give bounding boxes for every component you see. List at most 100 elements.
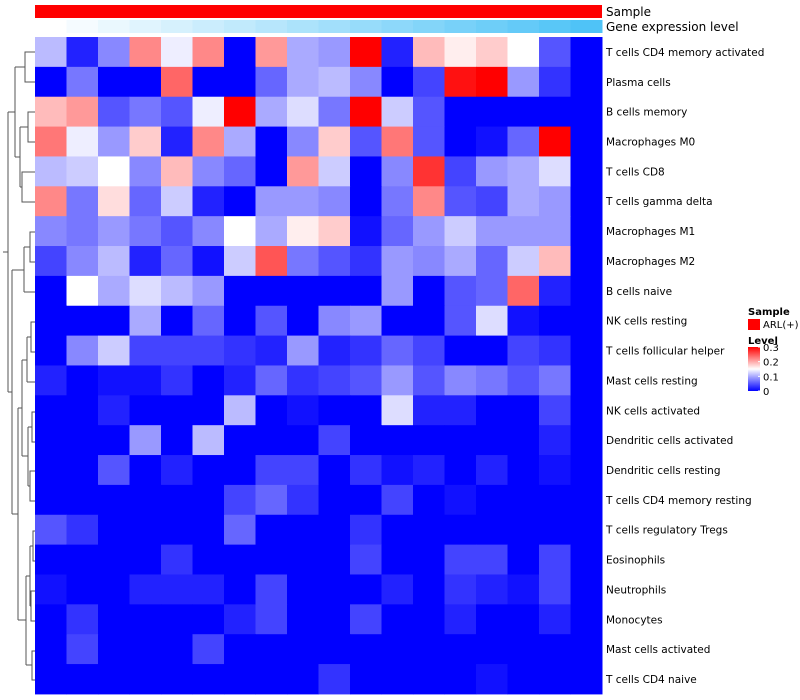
heatmap-cell xyxy=(570,275,603,307)
annotation-bars: Sample Gene expression level xyxy=(35,5,739,34)
heatmap-cell xyxy=(413,37,445,68)
heatmap-cell xyxy=(570,425,603,456)
legend-tick-label: 0 xyxy=(763,387,769,398)
expression-annotation-cell xyxy=(192,20,225,33)
heatmap-cell xyxy=(507,514,540,546)
heatmap-cell xyxy=(129,514,162,546)
heatmap-cell xyxy=(350,455,382,486)
heatmap-cell xyxy=(129,186,162,217)
heatmap-cell xyxy=(476,425,508,456)
heatmap-cell xyxy=(129,425,162,456)
heatmap-cell xyxy=(35,37,67,68)
heatmap-cell xyxy=(161,335,193,366)
heatmap-cell xyxy=(539,634,571,665)
heatmap-cell xyxy=(129,335,162,366)
heatmap-cell xyxy=(98,335,130,366)
heatmap-cell xyxy=(161,365,193,396)
heatmap-cell xyxy=(507,634,540,665)
heatmap-cell xyxy=(287,275,319,307)
heatmap-cell xyxy=(66,246,99,277)
heatmap-cell xyxy=(255,574,288,605)
heatmap-cell xyxy=(161,275,193,307)
heatmap-cell xyxy=(192,305,225,337)
heatmap-cell xyxy=(570,574,603,605)
heatmap-cell xyxy=(35,514,67,546)
heatmap-cell xyxy=(224,66,256,98)
heatmap-cell xyxy=(350,514,382,546)
expression-annotation-cell xyxy=(66,20,99,33)
heatmap-cell xyxy=(98,365,130,396)
heatmap-cell xyxy=(350,395,382,426)
heatmap-cell xyxy=(507,365,540,396)
heatmap-cell xyxy=(570,484,603,516)
heatmap-cell xyxy=(287,96,319,128)
heatmap-cell xyxy=(413,455,445,486)
heatmap-cell xyxy=(507,455,540,486)
heatmap-cell xyxy=(224,514,256,546)
row-label: Macrophages M1 xyxy=(606,226,695,238)
heatmap-cell xyxy=(539,275,571,307)
heatmap-cell xyxy=(224,395,256,426)
row-label: T cells CD8 xyxy=(605,166,665,178)
heatmap-cell xyxy=(539,335,571,366)
heatmap-cell xyxy=(318,544,351,575)
heatmap-cell xyxy=(287,365,319,396)
heatmap-cell xyxy=(192,514,225,546)
heatmap-cell xyxy=(161,604,193,635)
heatmap-cell xyxy=(350,96,382,128)
legend-tick-label: 0.3 xyxy=(763,343,779,354)
legend-sample-swatch xyxy=(748,319,760,330)
heatmap-cell xyxy=(287,246,319,277)
expression-annotation-cell xyxy=(287,20,319,33)
heatmap-cell xyxy=(35,126,67,157)
heatmap-cell xyxy=(287,216,319,247)
heatmap-cell xyxy=(98,664,130,695)
heatmap-cell xyxy=(66,66,99,98)
heatmap-cell xyxy=(476,574,508,605)
heatmap-cell xyxy=(539,126,571,157)
row-label: B cells memory xyxy=(606,107,687,119)
heatmap-cell xyxy=(192,156,225,187)
heatmap-cell xyxy=(224,634,256,665)
heatmap-cell xyxy=(476,96,508,128)
heatmap-cell xyxy=(224,664,256,695)
heatmap-cell xyxy=(192,395,225,426)
expression-annotation-cell xyxy=(318,20,351,33)
heatmap-cell xyxy=(161,186,193,217)
heatmap-cell xyxy=(476,37,508,68)
heatmap-cell xyxy=(255,484,288,516)
heatmap-cell xyxy=(318,216,351,247)
heatmap-cell xyxy=(444,186,477,217)
heatmap-cell xyxy=(255,335,288,366)
heatmap-cell xyxy=(350,305,382,337)
legend-tick-label: 0.1 xyxy=(763,372,779,383)
heatmap-cell xyxy=(570,335,603,366)
heatmap-cell xyxy=(66,544,99,575)
heatmap-cell xyxy=(98,455,130,486)
heatmap-cell xyxy=(444,335,477,366)
heatmap-cell xyxy=(318,96,351,128)
heatmap-cell xyxy=(161,305,193,337)
heatmap-cell xyxy=(539,514,571,546)
heatmap-cell xyxy=(476,664,508,695)
heatmap-cell xyxy=(98,216,130,247)
heatmap-cell xyxy=(413,484,445,516)
heatmap-cell xyxy=(318,574,351,605)
heatmap-cell xyxy=(161,484,193,516)
heatmap-cell xyxy=(444,275,477,307)
heatmap-cell xyxy=(255,156,288,187)
row-label: Macrophages M2 xyxy=(606,256,695,268)
expression-annotation-bar xyxy=(35,20,603,33)
heatmap-cell xyxy=(476,305,508,337)
row-label: B cells naive xyxy=(606,286,672,298)
heatmap-cell xyxy=(413,275,445,307)
heatmap-cell xyxy=(161,246,193,277)
heatmap-cell xyxy=(476,126,508,157)
heatmap-cell xyxy=(570,544,603,575)
heatmap-cell xyxy=(192,574,225,605)
heatmap-cell xyxy=(318,634,351,665)
heatmap-cell xyxy=(224,544,256,575)
heatmap-cell xyxy=(350,484,382,516)
row-label: NK cells activated xyxy=(606,405,700,417)
heatmap-cell xyxy=(507,484,540,516)
